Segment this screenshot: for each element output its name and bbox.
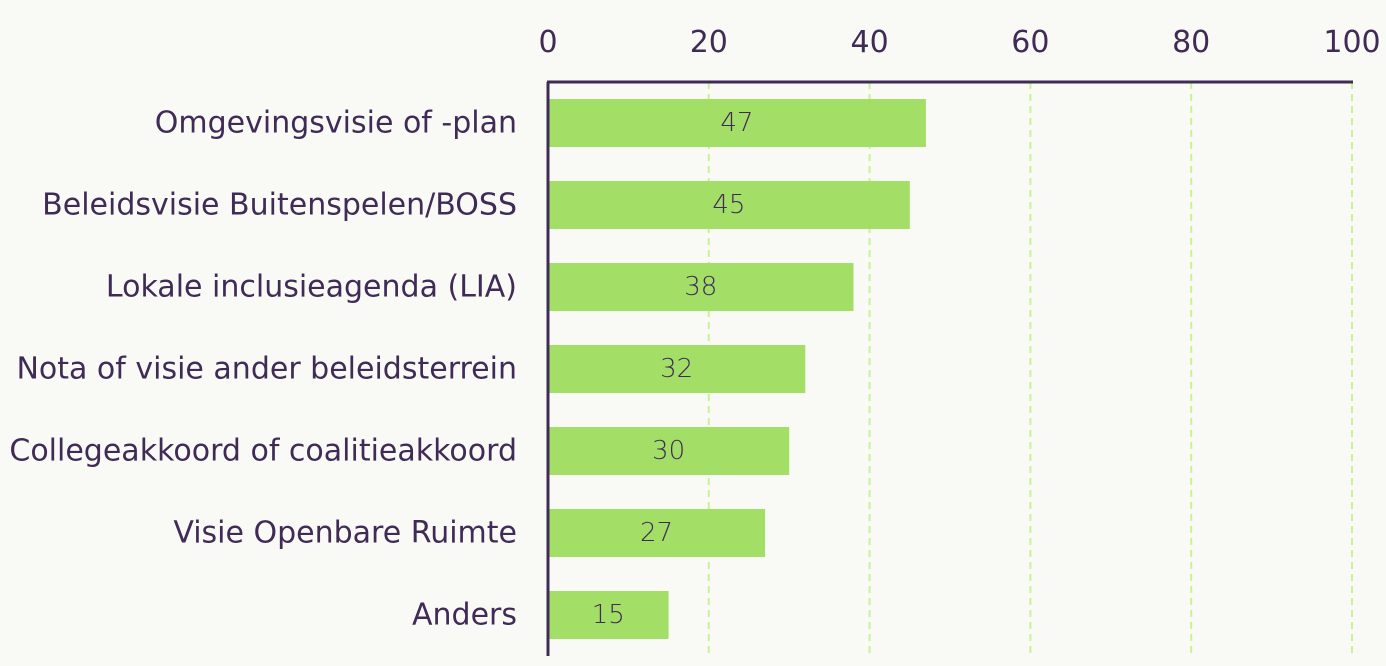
category-label: Visie Openbare Ruimte (173, 516, 517, 551)
bar (548, 99, 926, 147)
x-tick-label: 20 (690, 25, 728, 60)
x-tick-label: 80 (1172, 25, 1210, 60)
x-tick-label: 0 (538, 25, 557, 60)
labels: 47 Omgevingsvisie of -plan 45 Beleidsvisie … (9, 25, 1380, 633)
axes (546, 80, 1353, 656)
bars (548, 99, 926, 639)
category-label: Lokale inclusieagenda (LIA) (106, 270, 517, 305)
data-label: 15 (592, 600, 625, 630)
data-label: 32 (660, 354, 693, 384)
category-label: Omgevingsvisie of -plan (155, 106, 517, 141)
x-tick-label: 60 (1011, 25, 1049, 60)
data-label: 27 (640, 518, 673, 548)
category-label: Anders (412, 598, 517, 633)
data-label: 30 (652, 436, 685, 466)
category-label: Nota of visie ander beleidsterrein (16, 352, 517, 387)
data-label: 38 (684, 272, 717, 302)
x-tick-label: 100 (1323, 25, 1380, 60)
data-label: 45 (712, 190, 745, 220)
category-label: Collegeakkoord of coalitieakkoord (9, 434, 517, 469)
data-label: 47 (720, 108, 753, 138)
bar (548, 427, 790, 475)
bar (548, 263, 854, 311)
bar (548, 345, 806, 393)
x-tick-label: 40 (851, 25, 889, 60)
bar (548, 181, 910, 229)
bar (548, 591, 669, 639)
bar (548, 509, 766, 557)
category-label: Beleidsvisie Buitenspelen/BOSS (42, 188, 517, 223)
